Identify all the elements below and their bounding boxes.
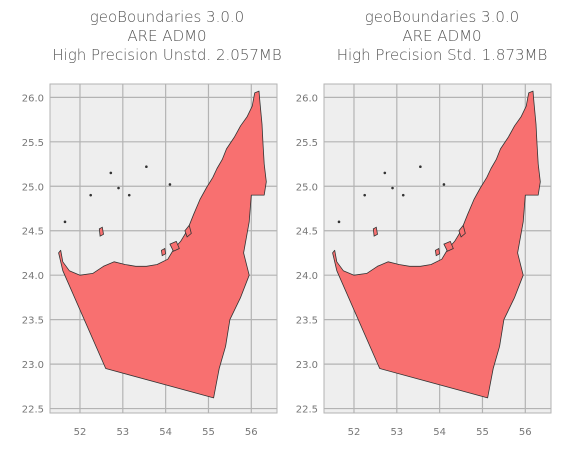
x-tick-label: 52 xyxy=(348,427,361,438)
small-island xyxy=(391,186,394,190)
map-title-line-2: ARE ADM0 xyxy=(127,27,207,45)
map-title-line-3: High Precision Unstd. 2.057MB xyxy=(52,46,282,64)
small-island xyxy=(363,193,366,197)
y-tick-label: 23.5 xyxy=(296,316,318,327)
island xyxy=(160,247,167,257)
small-island xyxy=(383,171,387,175)
map-title-line-2: ARE ADM0 xyxy=(402,27,482,45)
small-island xyxy=(63,220,67,224)
small-island xyxy=(401,193,405,197)
x-tick-label: 53 xyxy=(116,427,129,438)
x-tick-label: 56 xyxy=(245,427,258,438)
island xyxy=(184,224,192,238)
y-tick-label: 24.0 xyxy=(22,271,44,282)
small-island xyxy=(145,165,148,168)
small-island xyxy=(442,183,446,186)
y-tick-label: 24.5 xyxy=(296,227,318,238)
y-tick-label: 25.0 xyxy=(22,182,44,193)
map-title-left: geoBoundaries 3.0.0 ARE ADM0 High Precis… xyxy=(40,8,294,65)
small-island xyxy=(419,165,422,168)
y-tick-label: 23.0 xyxy=(22,360,44,371)
y-tick-label: 26.0 xyxy=(22,93,44,104)
island xyxy=(372,226,378,237)
island xyxy=(169,240,180,252)
y-tick-label: 23.5 xyxy=(22,316,44,327)
small-island xyxy=(117,186,120,190)
small-island xyxy=(89,193,92,197)
small-island xyxy=(337,220,341,224)
y-tick-label: 22.5 xyxy=(22,405,44,416)
y-tick-label: 22.5 xyxy=(296,405,318,416)
island xyxy=(458,224,466,238)
y-tick-label: 24.5 xyxy=(22,227,44,238)
island xyxy=(443,240,454,252)
map-title-line-3: High Precision Std. 1.873MB xyxy=(336,46,548,64)
x-tick-label: 52 xyxy=(74,427,87,438)
y-tick-label: 26.0 xyxy=(296,93,318,104)
map-panel: 52 53 54 55 56 22.5 23.0 23.5 24.0 24.5 25.0 25.5 26… xyxy=(22,83,278,438)
small-island xyxy=(109,171,113,175)
country-mainland xyxy=(58,90,267,399)
x-tick-label: 54 xyxy=(433,427,446,438)
x-tick-label: 55 xyxy=(476,427,489,438)
country-mainland xyxy=(332,90,541,399)
island xyxy=(98,226,104,237)
x-tick-label: 56 xyxy=(519,427,532,438)
y-tick-label: 23.0 xyxy=(296,360,318,371)
x-tick-label: 53 xyxy=(390,427,403,438)
y-tick-label: 25.5 xyxy=(296,138,318,149)
x-tick-label: 55 xyxy=(202,427,215,438)
y-tick-label: 25.0 xyxy=(296,182,318,193)
map-title-right: geoBoundaries 3.0.0 ARE ADM0 High Precis… xyxy=(315,8,566,65)
small-island xyxy=(168,183,172,186)
y-tick-label: 24.0 xyxy=(296,271,318,282)
map-panel: 52 53 54 55 56 22.5 23.0 23.5 24.0 24.5 25.0 25.5 26… xyxy=(296,83,552,438)
small-island xyxy=(127,193,131,197)
y-tick-label: 25.5 xyxy=(22,138,44,149)
map-title-line-1: geoBoundaries 3.0.0 xyxy=(89,8,245,26)
x-tick-label: 54 xyxy=(159,427,172,438)
island xyxy=(434,247,441,257)
map-title-line-1: geoBoundaries 3.0.0 xyxy=(364,8,520,26)
